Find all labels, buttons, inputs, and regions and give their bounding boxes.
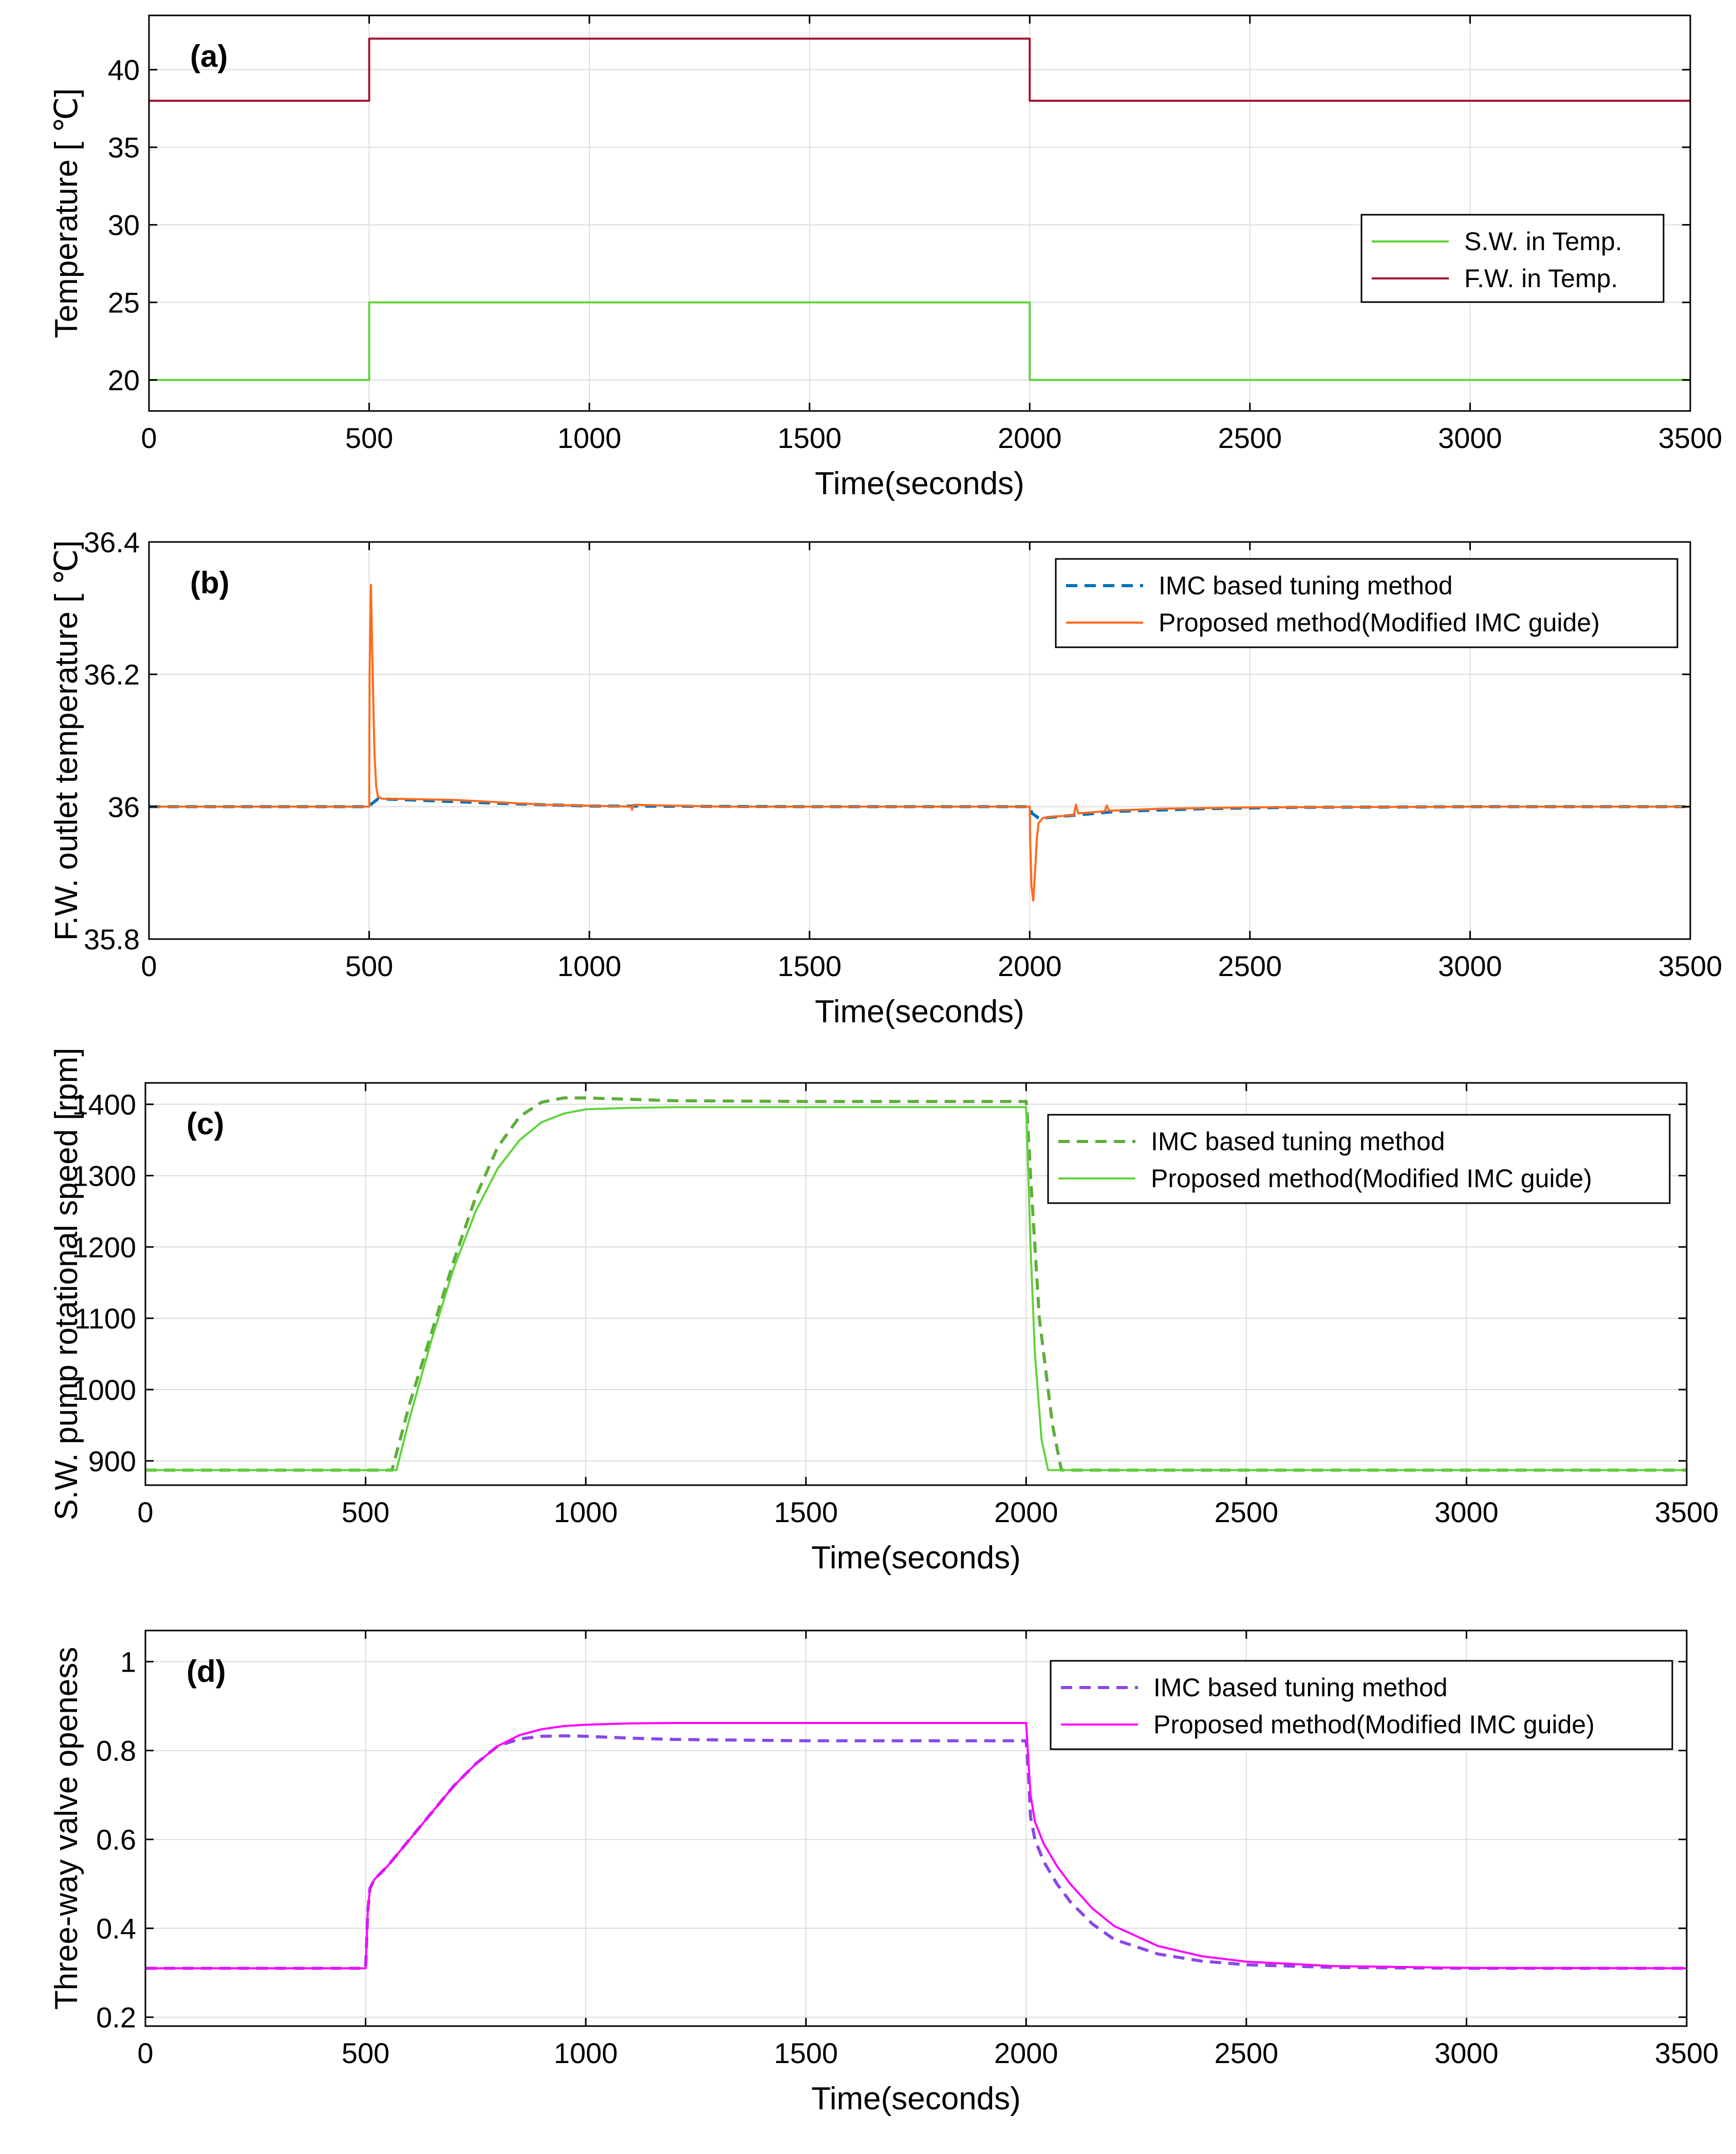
x-axis-label: Time(seconds) — [811, 1540, 1021, 1576]
y-tick-label: 36.4 — [84, 526, 140, 558]
x-tick-label: 0 — [141, 422, 157, 454]
x-tick-label: 500 — [345, 422, 393, 454]
x-tick-label: 3500 — [1658, 422, 1723, 454]
x-tick-label: 2000 — [998, 422, 1062, 454]
legend: IMC based tuning method Proposed method(… — [1055, 558, 1678, 648]
y-tick-label: 1200 — [72, 1231, 136, 1263]
panel-label: (c) — [186, 1107, 224, 1141]
series-line-proposed-method-modified-imc-guide — [149, 584, 1690, 902]
chart-panel-c: 0 500 1000 1500 2000 2500 3000 3500 900 1000 1100… — [49, 1047, 1719, 1576]
legend-label-imc: IMC based tuning method — [1151, 1127, 1445, 1156]
y-axis-label: S.W. pump rotational speed [rpm] — [49, 1047, 84, 1520]
x-tick-label: 2500 — [1218, 422, 1282, 454]
x-axis-label: Time(seconds) — [811, 2081, 1021, 2116]
series-line-imc-based-tuning-method — [145, 1096, 1687, 1472]
panel-label: (d) — [186, 1654, 226, 1689]
plot-frame — [148, 541, 1691, 940]
legend: IMC based tuning method Proposed method(… — [1050, 1660, 1673, 1750]
plot-frame — [144, 1629, 1688, 2027]
series-line-s-w-in-temp — [149, 301, 1690, 381]
y-tick-label: 35.8 — [84, 923, 140, 956]
x-tick-label: 1500 — [774, 1496, 838, 1528]
legend-label-imc: IMC based tuning method — [1159, 571, 1453, 600]
y-tick-label: 1000 — [72, 1374, 136, 1406]
x-tick-label: 500 — [342, 2037, 389, 2069]
y-tick-label: 35 — [108, 132, 140, 164]
panel-label: (b) — [190, 566, 230, 600]
y-tick-label: 0.2 — [96, 2001, 136, 2034]
x-tick-label: 1000 — [554, 2037, 618, 2069]
x-tick-label: 1500 — [777, 422, 842, 454]
y-tick-label: 20 — [108, 364, 140, 397]
plot-frame — [144, 1082, 1688, 1486]
x-tick-label: 2500 — [1218, 950, 1282, 982]
x-tick-label: 500 — [345, 950, 393, 982]
y-tick-label: 1 — [120, 1646, 136, 1678]
chart-panel-a: 0 500 1000 1500 2000 2500 3000 3500 2025303540 … — [49, 14, 1723, 501]
y-tick-label: 900 — [88, 1445, 136, 1477]
x-tick-label: 3000 — [1434, 2037, 1499, 2069]
y-tick-label: 0.8 — [96, 1735, 136, 1767]
series-line-f-w-in-temp — [149, 38, 1690, 102]
panel-label: (a) — [190, 39, 228, 73]
x-tick-label: 2500 — [1215, 2037, 1279, 2069]
x-tick-label: 2000 — [994, 2037, 1058, 2069]
x-tick-label: 1000 — [557, 950, 622, 982]
chart-panel-b: 0 500 1000 1500 2000 2500 3000 3500 35.8 36 36.2 3… — [49, 526, 1722, 1029]
x-axis-label: Time(seconds) — [815, 466, 1024, 501]
legend-label-sw-in-temp: S.W. in Temp. — [1464, 227, 1622, 256]
x-tick-label: 3500 — [1655, 1496, 1719, 1528]
legend: S.W. in Temp. F.W. in Temp. — [1360, 214, 1665, 303]
x-tick-label: 0 — [137, 1496, 153, 1528]
x-tick-label: 2000 — [998, 950, 1062, 982]
series-line-proposed-method-modified-imc-guide — [145, 1106, 1687, 1471]
y-tick-label: 0.4 — [96, 1913, 136, 1945]
y-tick-label: 1300 — [72, 1159, 136, 1192]
y-tick-label: 1400 — [72, 1089, 136, 1121]
y-tick-label: 36.2 — [84, 659, 140, 691]
x-tick-label: 2000 — [994, 1496, 1058, 1528]
x-tick-label: 3500 — [1655, 2037, 1719, 2069]
y-axis-label: Temperature [ ℃] — [49, 88, 84, 339]
series-line-proposed-method-modified-imc-guide — [145, 1722, 1687, 1970]
legend-label-imc: IMC based tuning method — [1153, 1673, 1448, 1702]
y-tick-label: 30 — [108, 209, 140, 241]
x-tick-label: 1500 — [777, 950, 842, 982]
y-tick-label: 40 — [108, 54, 140, 86]
x-tick-label: 1000 — [557, 422, 622, 454]
y-axis-label: Three-way valve openess — [49, 1647, 84, 2010]
x-tick-label: 1500 — [774, 2037, 838, 2069]
legend-label-fw-in-temp: F.W. in Temp. — [1464, 264, 1618, 293]
y-axis-label: F.W. outlet temperature [ ℃] — [49, 540, 84, 941]
x-tick-label: 500 — [342, 1496, 389, 1528]
x-tick-label: 0 — [137, 2037, 153, 2069]
legend-label-proposed: Proposed method(Modified IMC guide) — [1153, 1710, 1595, 1739]
legend: IMC based tuning method Proposed method(… — [1047, 1114, 1671, 1204]
y-tick-label: 0.6 — [96, 1824, 136, 1856]
x-tick-label: 2500 — [1215, 1496, 1279, 1528]
y-tick-label: 1100 — [74, 1302, 136, 1335]
legend-label-proposed: Proposed method(Modified IMC guide) — [1151, 1164, 1592, 1193]
x-tick-label: 3500 — [1658, 950, 1723, 982]
x-tick-label: 1000 — [554, 1496, 618, 1528]
legend-label-proposed: Proposed method(Modified IMC guide) — [1159, 608, 1600, 637]
y-tick-label: 36 — [108, 791, 140, 823]
x-tick-label: 3000 — [1434, 1496, 1499, 1528]
y-tick-label: 25 — [108, 287, 140, 319]
plot-frame — [148, 14, 1691, 412]
x-axis-label: Time(seconds) — [815, 994, 1024, 1029]
x-tick-label: 0 — [141, 950, 157, 982]
chart-panel-d: 0 500 1000 1500 2000 2500 3000 3500 0.2 0.4 0.6 0.… — [49, 1629, 1719, 2116]
x-tick-label: 3000 — [1438, 950, 1502, 982]
x-tick-label: 3000 — [1438, 422, 1502, 454]
